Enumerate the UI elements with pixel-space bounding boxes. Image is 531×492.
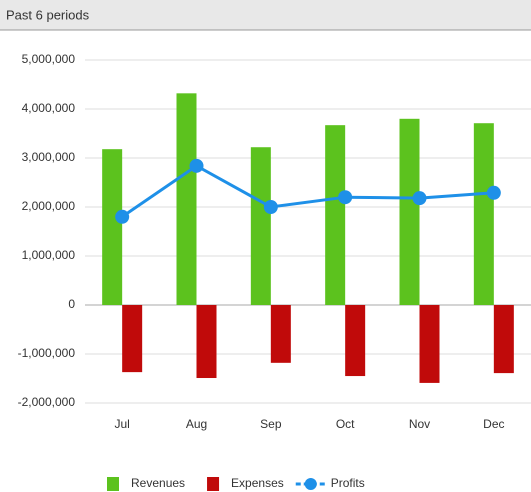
legend-label: Revenues: [131, 476, 185, 490]
legend-label: Expenses: [231, 476, 284, 490]
x-tick-label: Aug: [186, 417, 207, 431]
bar: [419, 305, 440, 383]
bar: [473, 123, 494, 306]
y-tick-label: 5,000,000: [22, 52, 76, 66]
bar: [176, 93, 197, 305]
point: [486, 185, 501, 200]
x-tick-label: Nov: [409, 417, 430, 431]
point: [115, 209, 130, 224]
point: [338, 190, 353, 205]
y-tick-label: 0: [68, 297, 75, 311]
bar: [196, 305, 217, 379]
legend-swatch: [304, 478, 317, 490]
bar: [122, 305, 143, 373]
bar: [250, 147, 271, 305]
chart-title: Past 6 periods: [6, 7, 90, 22]
y-tick-label: 1,000,000: [22, 248, 76, 262]
x-tick-label: Sep: [260, 417, 282, 431]
bar: [325, 125, 346, 305]
line: [121, 164, 494, 219]
point: [263, 200, 278, 214]
x-tick-label: Jul: [114, 417, 129, 431]
bar: [345, 305, 366, 377]
point: [412, 191, 427, 206]
point: [189, 158, 204, 173]
bar: [399, 118, 420, 305]
bar: [493, 305, 514, 374]
bar: [270, 305, 291, 363]
bar: [102, 149, 123, 305]
y-tick-label: 4,000,000: [22, 101, 76, 115]
y-tick-label: 2,000,000: [22, 199, 76, 213]
legend-label: Profits: [331, 476, 365, 490]
header-bar: [0, 0, 531, 30]
x-tick-label: Dec: [483, 417, 504, 431]
x-tick-label: Oct: [336, 417, 355, 431]
legend-swatch: [107, 477, 119, 491]
y-tick-label: -1,000,000: [18, 346, 76, 360]
y-tick-label: 3,000,000: [22, 150, 76, 164]
legend-swatch: [207, 477, 220, 491]
y-tick-label: -2,000,000: [18, 395, 76, 409]
